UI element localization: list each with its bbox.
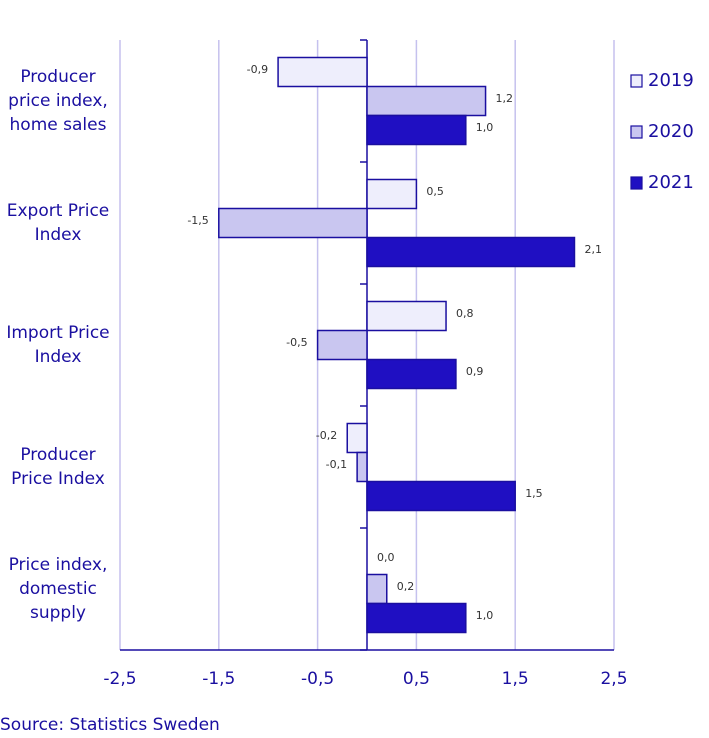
bar	[366, 300, 447, 332]
bar	[366, 602, 467, 634]
value-label: 0,0	[377, 551, 395, 564]
value-label: -1,5	[187, 214, 208, 227]
bar	[316, 329, 368, 361]
legend-label: 2019	[648, 70, 694, 91]
bar	[366, 114, 467, 146]
value-label: 1,0	[476, 121, 494, 134]
value-label: 1,0	[476, 609, 494, 622]
bar	[366, 178, 418, 210]
bar	[366, 85, 487, 117]
source: Source: Statistics Sweden	[0, 715, 220, 735]
category-label: Import Price Index	[6, 323, 110, 367]
category-label: Producer price index, home sales	[8, 67, 108, 135]
legend-swatch	[630, 176, 643, 190]
value-label: 2,1	[584, 243, 602, 256]
x-tick-label: 1,5	[502, 669, 529, 689]
value-label: 0,8	[456, 307, 474, 320]
bar	[218, 207, 368, 239]
bar	[366, 236, 576, 268]
x-tick-label: -1,5	[202, 669, 235, 689]
category-label: Price index, domestic supply	[8, 555, 108, 623]
bar	[366, 358, 457, 390]
value-label: -0,5	[286, 336, 307, 349]
value-label: -0,1	[326, 458, 347, 471]
value-label: -0,2	[316, 429, 337, 442]
value-label: 0,2	[397, 580, 415, 593]
bar	[356, 451, 368, 483]
value-label: 1,5	[525, 487, 543, 500]
legend-label: 2020	[648, 121, 694, 142]
bar	[366, 573, 388, 605]
category-label: Export Price Index	[6, 201, 110, 245]
category-label: Producer Price Index	[11, 445, 105, 489]
legend-swatch	[630, 125, 643, 139]
x-tick-label: -0,5	[301, 669, 334, 689]
value-label: 0,9	[466, 365, 484, 378]
value-label: 0,5	[426, 185, 444, 198]
value-label: 1,2	[496, 92, 514, 105]
bar	[366, 480, 516, 512]
legend-label: 2021	[648, 172, 694, 193]
value-label: -0,9	[247, 63, 268, 76]
bar	[346, 422, 368, 454]
x-tick-label: 2,5	[600, 669, 627, 689]
x-tick-label: -2,5	[103, 669, 136, 689]
x-tick-label: 0,5	[403, 669, 430, 689]
legend-swatch	[630, 74, 643, 88]
bar	[277, 56, 368, 88]
